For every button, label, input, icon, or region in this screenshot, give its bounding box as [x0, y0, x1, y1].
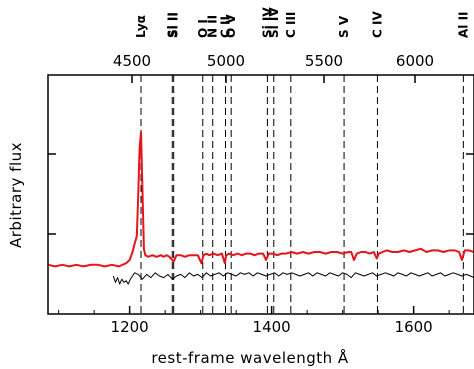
- emission-line-label: S V: [337, 15, 351, 38]
- series-line-0: [47, 131, 474, 268]
- emission-line-label: C IV: [370, 11, 384, 38]
- emission-line-label: O V: [224, 14, 238, 38]
- emission-line-label: Si II: [165, 12, 179, 38]
- emission-line-label: C III: [284, 12, 298, 38]
- series-layer: [47, 131, 474, 285]
- emission-line-label: O I: [196, 19, 210, 38]
- emission-line-label: Si IV: [260, 7, 274, 38]
- x-tick-label: 1200: [111, 318, 149, 336]
- y-axis-label: Arbitrary flux: [7, 142, 25, 248]
- emission-line-label: Si IV: [267, 7, 281, 38]
- top-tick-label: 5000: [207, 52, 245, 70]
- plot-frame: [47, 74, 474, 315]
- top-tick-label: 5500: [305, 52, 343, 70]
- top-tick-label: 6000: [396, 52, 434, 70]
- emission-line-label: Lyα: [134, 15, 148, 38]
- emission-line-label: Al II: [456, 11, 470, 38]
- top-tick-label: 4500: [113, 52, 151, 70]
- x-tick-label: 1400: [253, 318, 291, 336]
- emission-line-label: N II: [206, 15, 220, 38]
- x-axis-label: rest-frame wavelength Å: [151, 348, 349, 367]
- axes-layer: 1200 1400 1600 4500 5000 5500 6000: [48, 52, 474, 336]
- series-line-1: [112, 272, 474, 285]
- x-tick-label: 1600: [395, 318, 433, 336]
- emission-line-label: C II: [219, 16, 233, 38]
- emission-line-label: Si II: [167, 12, 181, 38]
